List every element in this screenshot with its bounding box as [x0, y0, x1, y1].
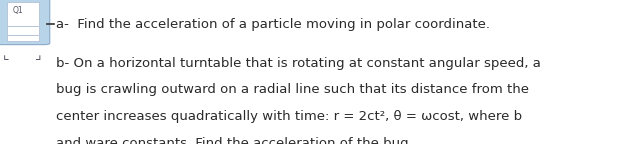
Text: Q1: Q1 [13, 6, 24, 15]
Text: bug is crawling outward on a radial line such that its distance from the: bug is crawling outward on a radial line… [56, 84, 529, 96]
FancyBboxPatch shape [7, 2, 39, 41]
Text: a-  Find the acceleration of a particle moving in polar coordinate.: a- Find the acceleration of a particle m… [56, 18, 490, 31]
Text: and ware constants. Find the acceleration of the bug.: and ware constants. Find the acceleratio… [56, 137, 413, 144]
FancyBboxPatch shape [0, 0, 50, 45]
Text: ⌟: ⌟ [34, 48, 40, 62]
Text: ⌞: ⌞ [3, 48, 10, 62]
Text: center increases quadratically with time: r = 2ct², θ = ωcost, where b: center increases quadratically with time… [56, 110, 523, 123]
Text: b- On a horizontal turntable that is rotating at constant angular speed, a: b- On a horizontal turntable that is rot… [56, 57, 541, 70]
